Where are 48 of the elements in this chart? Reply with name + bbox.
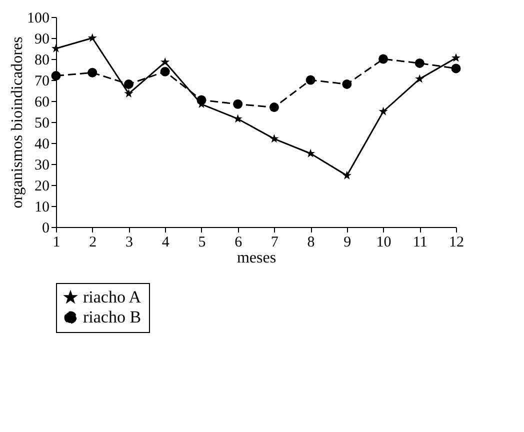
y-tick-label: 100	[27, 10, 50, 26]
x-axis-title: meses	[236, 250, 276, 266]
y-tick-label: 50	[34, 116, 50, 132]
point	[51, 71, 61, 81]
point	[160, 66, 170, 76]
y-tick-label: 40	[34, 136, 50, 152]
point	[306, 148, 316, 158]
point	[88, 33, 97, 42]
y-tick-label: 20	[34, 178, 50, 194]
point	[233, 99, 243, 109]
point	[270, 134, 279, 143]
x-tick-label: 2	[89, 234, 97, 250]
x-tick-label: 6	[234, 234, 243, 250]
x-tick-label: 4	[162, 234, 170, 250]
x-tick-label: 3	[125, 234, 133, 250]
legend-label: riacho A	[83, 288, 142, 306]
y-tick-label: 70	[34, 74, 50, 90]
point	[414, 58, 424, 68]
point	[415, 74, 424, 83]
y-tick-label: 90	[34, 32, 50, 48]
point	[124, 79, 134, 89]
y-tick-label: 10	[34, 200, 50, 216]
point	[342, 79, 352, 89]
x-tick-label: 7	[270, 234, 279, 250]
y-tick-label: 60	[34, 94, 50, 110]
point	[269, 102, 279, 112]
x-tick-label: 12	[449, 234, 464, 250]
point	[342, 170, 352, 180]
point	[88, 68, 98, 78]
y-tick-label: 0	[42, 220, 50, 236]
point	[124, 88, 134, 98]
point	[378, 106, 388, 116]
y-tick-label: 80	[34, 52, 50, 68]
point	[306, 75, 316, 85]
point	[233, 114, 242, 123]
point	[451, 64, 461, 74]
y-axis-title: organismos bioindicadores	[9, 36, 26, 208]
point	[160, 57, 170, 66]
point	[378, 54, 388, 64]
x-tick-label: 11	[412, 234, 428, 250]
point	[451, 53, 461, 62]
x-tick-label: 1	[52, 234, 60, 250]
x-tick-label: 5	[198, 234, 206, 250]
y-tick-label: 30	[34, 158, 50, 174]
x-tick-label: 9	[344, 234, 352, 250]
x-tick-label: 8	[307, 234, 315, 250]
x-tick-label: 10	[376, 234, 392, 250]
legend-label: riacho B	[83, 308, 142, 326]
